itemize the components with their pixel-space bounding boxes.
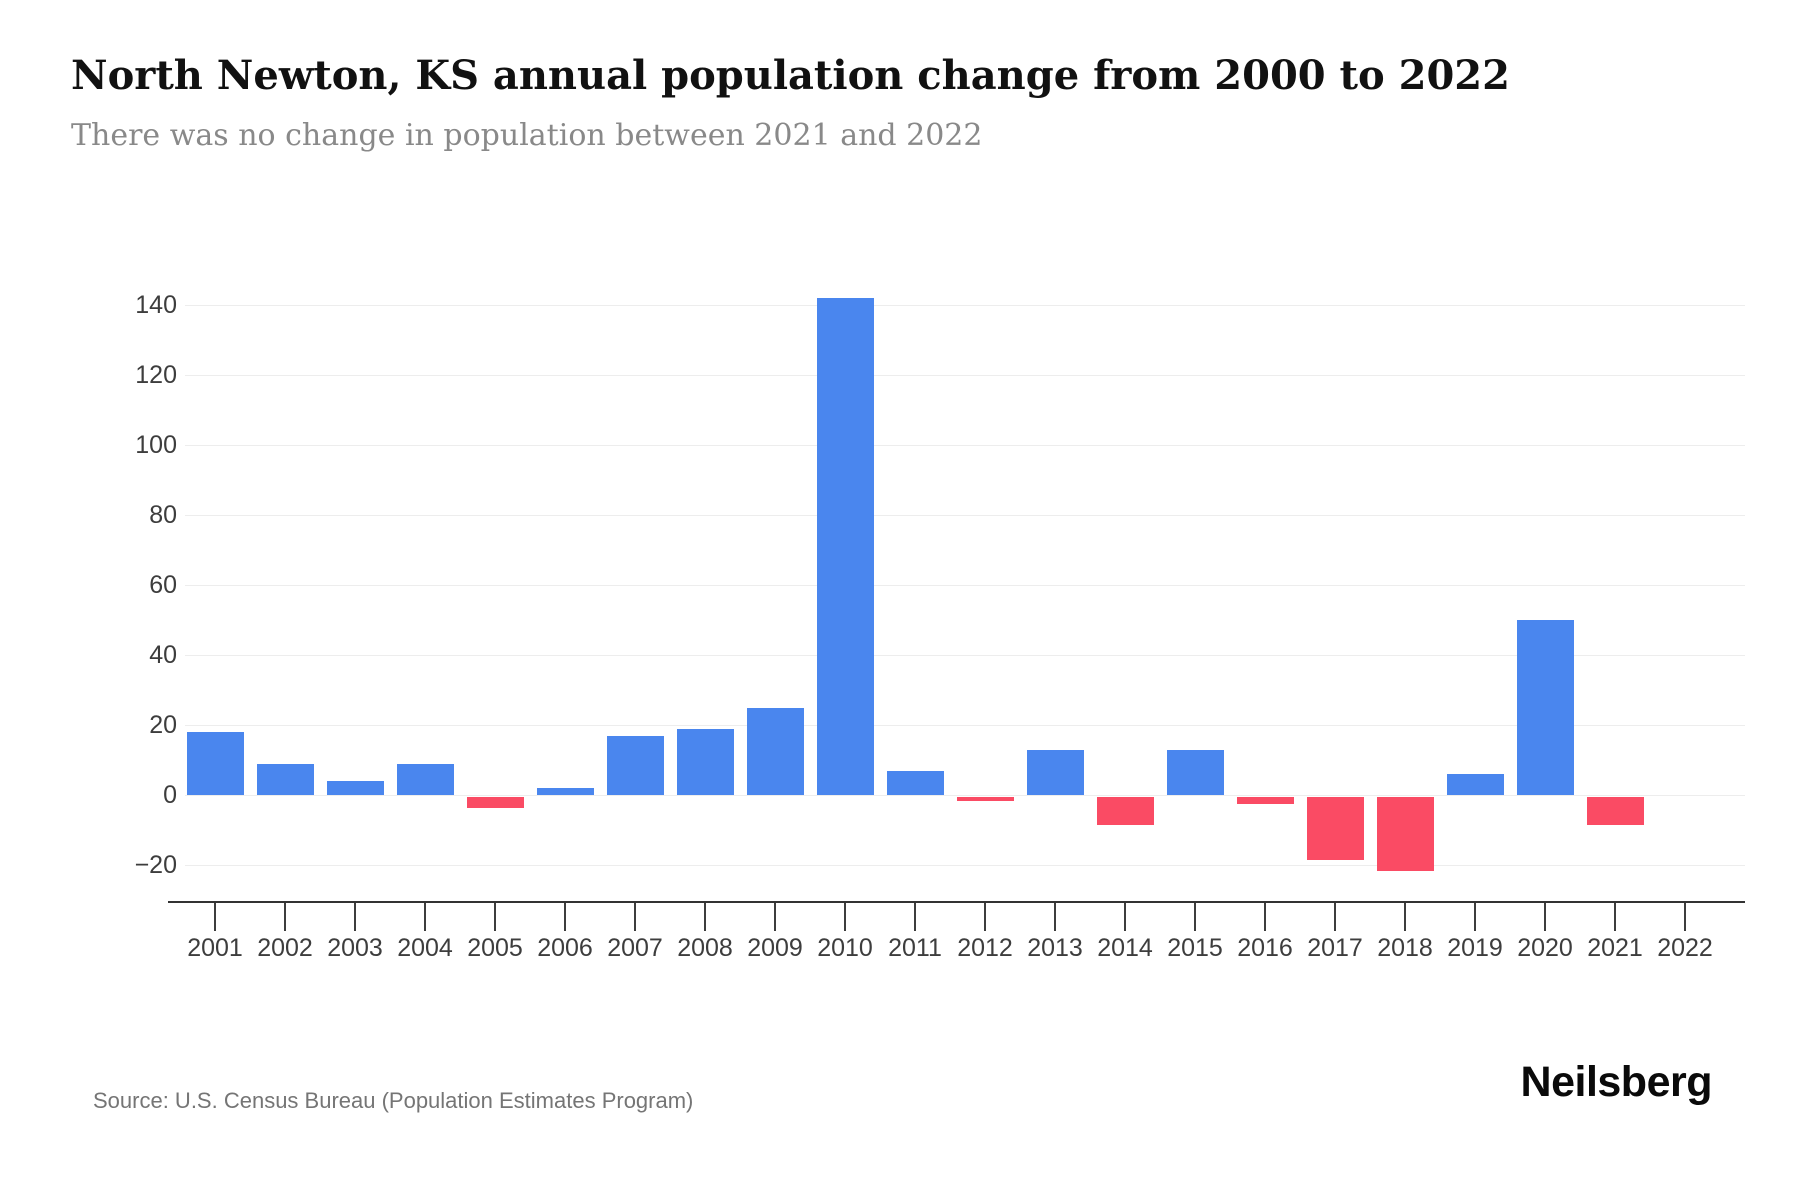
x-axis-tick-2015 [1194,903,1196,931]
bar-2012[interactable] [956,797,1014,801]
gridline-y-40 [185,654,1745,656]
x-axis-tick-2017 [1334,903,1336,931]
bar-2015[interactable] [1166,749,1224,795]
x-axis-tick-2001 [214,903,216,931]
gridline-y-20 [185,724,1745,726]
y-axis-label-0: 0 [163,781,177,809]
x-axis-tick-2019 [1474,903,1476,931]
x-axis-label-2005: 2005 [467,934,523,962]
x-axis-tick-2018 [1404,903,1406,931]
x-axis-label-2014: 2014 [1097,934,1153,962]
x-axis-label-2007: 2007 [607,934,663,962]
gridline-y-60 [185,584,1745,586]
bar-2009[interactable] [746,707,804,795]
x-axis-label-2004: 2004 [397,934,453,962]
gridline-y-0 [185,794,1745,796]
x-axis-label-2008: 2008 [677,934,733,962]
gridline-y-120 [185,374,1745,376]
x-axis-label-2019: 2019 [1447,934,1503,962]
x-axis-tick-2022 [1684,903,1686,931]
x-axis-label-2012: 2012 [957,934,1013,962]
x-axis-tick-2007 [634,903,636,931]
bar-2007[interactable] [606,735,664,795]
x-axis-label-2013: 2013 [1027,934,1083,962]
x-axis-label-2009: 2009 [747,934,803,962]
x-axis-label-2015: 2015 [1167,934,1223,962]
x-axis-label-2011: 2011 [888,934,942,962]
bar-2020[interactable] [1516,620,1574,795]
bar-2008[interactable] [676,728,734,795]
x-axis-tick-2010 [844,903,846,931]
y-axis-label-140: 140 [135,291,177,319]
bar-2013[interactable] [1026,749,1084,795]
y-axis-label-80: 80 [149,501,177,529]
x-axis-line [168,901,1745,903]
bar-2016[interactable] [1236,797,1294,804]
x-axis-label-2006: 2006 [537,934,593,962]
x-axis-tick-2012 [984,903,986,931]
x-axis-label-2003: 2003 [327,934,383,962]
x-axis-tick-2006 [564,903,566,931]
y-axis-label--20: −20 [134,851,177,879]
y-axis-label-100: 100 [135,431,177,459]
gridline-y--20 [185,864,1745,866]
x-axis-tick-2020 [1544,903,1546,931]
x-axis-tick-2003 [354,903,356,931]
x-axis-tick-2004 [424,903,426,931]
x-axis-label-2017: 2017 [1307,934,1363,962]
x-axis-label-2020: 2020 [1517,934,1573,962]
bar-2021[interactable] [1586,797,1644,825]
x-axis-label-2016: 2016 [1237,934,1293,962]
x-axis-tick-2011 [914,903,916,931]
y-axis-label-40: 40 [149,641,177,669]
bar-2003[interactable] [326,781,384,795]
gridline-y-140 [185,304,1745,306]
x-axis-tick-2009 [774,903,776,931]
x-axis-label-2021: 2021 [1587,934,1643,962]
bar-2018[interactable] [1376,797,1434,871]
bar-2011[interactable] [886,770,944,795]
y-axis-label-20: 20 [149,711,177,739]
x-axis-label-2010: 2010 [817,934,873,962]
x-axis-label-2018: 2018 [1377,934,1433,962]
x-axis-tick-2013 [1054,903,1056,931]
chart-subtitle: There was no change in population betwee… [71,118,983,153]
x-axis-label-2001: 2001 [187,934,243,962]
y-axis-label-120: 120 [135,361,177,389]
bar-2014[interactable] [1096,797,1154,825]
bar-2010[interactable] [816,298,874,795]
x-axis-label-2002: 2002 [257,934,313,962]
chart-title: North Newton, KS annual population chang… [71,52,1510,99]
bar-2001[interactable] [186,732,244,795]
bar-2005[interactable] [466,797,524,808]
bar-2019[interactable] [1446,774,1504,795]
bar-2002[interactable] [256,763,314,795]
y-axis-label-60: 60 [149,571,177,599]
x-axis-tick-2014 [1124,903,1126,931]
gridline-y-80 [185,514,1745,516]
neilsberg-logo: Neilsberg [1520,1058,1713,1106]
x-axis-tick-2016 [1264,903,1266,931]
bar-2017[interactable] [1306,797,1364,860]
x-axis-tick-2005 [494,903,496,931]
x-axis-tick-2008 [704,903,706,931]
gridline-y-100 [185,444,1745,446]
bar-2006[interactable] [536,788,594,795]
x-axis-tick-2021 [1614,903,1616,931]
bar-2004[interactable] [396,763,454,795]
x-axis-label-2022: 2022 [1657,934,1713,962]
source-text: Source: U.S. Census Bureau (Population E… [93,1088,694,1113]
x-axis-tick-2002 [284,903,286,931]
